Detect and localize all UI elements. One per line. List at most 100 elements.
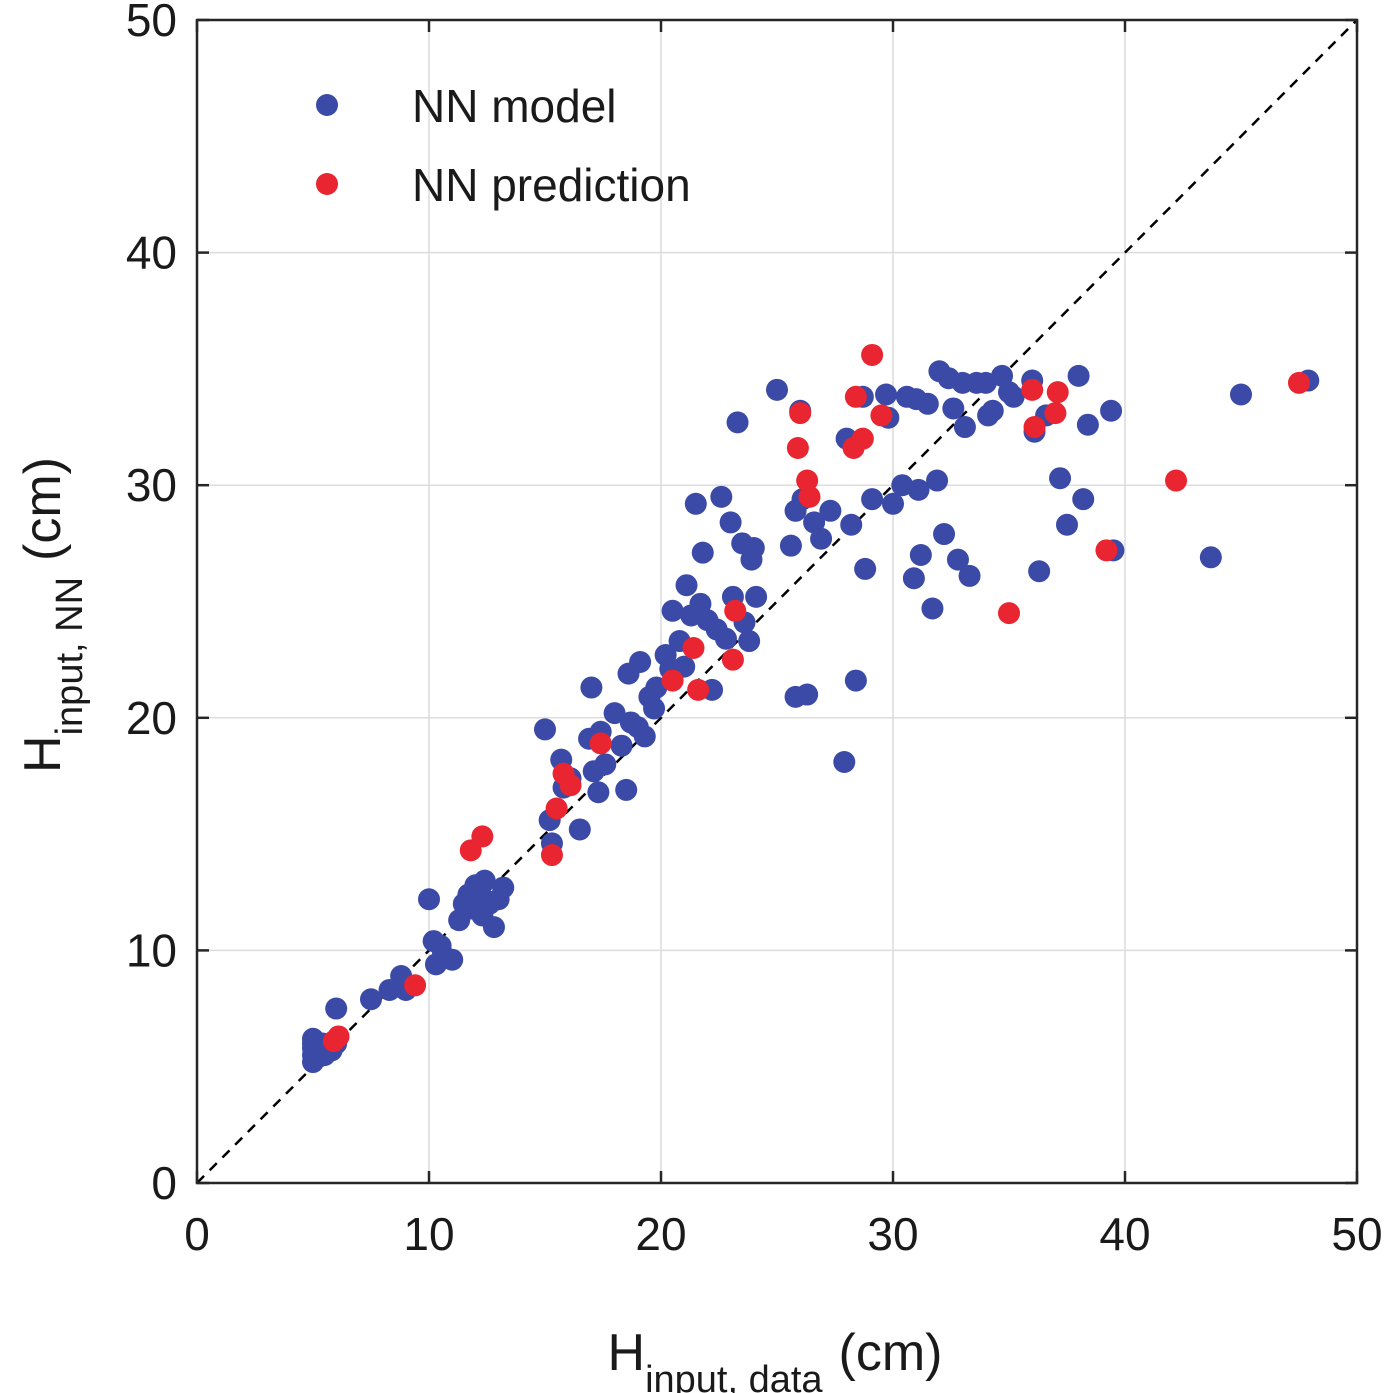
plot-frame (195, 18, 1359, 1185)
point-nn-prediction (661, 669, 684, 692)
point-nn-model (726, 411, 749, 434)
point-nn-model (580, 676, 603, 699)
x-axis-label-subscript: input, data (645, 1359, 823, 1393)
y-tick-label: 30 (126, 459, 177, 511)
point-nn-model (633, 725, 656, 748)
point-nn-model (482, 916, 505, 939)
legend-marker-nn-model (316, 94, 338, 116)
point-nn-model (921, 597, 944, 620)
point-nn-model (902, 567, 925, 590)
legend-label-nn-model: NN model (412, 80, 617, 132)
point-nn-model (916, 392, 939, 415)
x-tick-label: 10 (403, 1208, 454, 1260)
point-nn-prediction (687, 678, 710, 701)
point-nn-model (325, 997, 348, 1020)
legend: NN model NN prediction (316, 80, 691, 211)
point-nn-model (833, 750, 856, 773)
point-nn-model (492, 876, 515, 899)
point-nn-model (926, 469, 949, 492)
point-nn-prediction (1044, 402, 1067, 425)
point-nn-model (441, 948, 464, 971)
x-tick-label: 0 (184, 1208, 210, 1260)
y-tick-label: 40 (126, 227, 177, 279)
point-nn-model (1002, 385, 1025, 408)
point-nn-prediction (471, 825, 494, 848)
point-nn-prediction (798, 485, 821, 508)
point-nn-model (473, 869, 496, 892)
point-nn-model (738, 630, 761, 653)
point-nn-model (745, 585, 768, 608)
point-nn-prediction (1095, 539, 1118, 562)
point-nn-model (766, 378, 788, 401)
point-nn-model (909, 543, 932, 566)
point-nn-model (629, 650, 652, 673)
point-nn-model (933, 523, 956, 546)
point-nn-model (861, 488, 884, 511)
y-tick-label: 10 (126, 924, 177, 976)
point-nn-model (710, 485, 733, 508)
x-tick-label: 50 (1331, 1208, 1382, 1260)
point-nn-model (907, 478, 930, 501)
point-nn-model (1056, 513, 1078, 536)
point-nn-model (1230, 383, 1252, 406)
point-nn-model (610, 734, 633, 757)
point-nn-model (568, 818, 591, 841)
y-tick-labels: 0 10 20 30 40 50 (126, 0, 177, 1209)
point-nn-prediction (540, 844, 563, 867)
point-nn-model (1028, 560, 1051, 583)
point-nn-model (615, 778, 638, 801)
y-tick-label: 50 (126, 0, 177, 46)
point-nn-model (819, 499, 842, 522)
point-nn-model (594, 753, 617, 776)
x-tick-label: 20 (635, 1208, 686, 1260)
point-nn-prediction (1023, 416, 1046, 439)
point-nn-model (796, 683, 819, 706)
point-nn-model (603, 702, 626, 725)
point-nn-prediction (861, 343, 884, 366)
point-nn-model (942, 397, 965, 420)
legend-label-nn-prediction: NN prediction (412, 159, 691, 211)
y-axis-label-subscript: input, NN (49, 577, 91, 735)
point-nn-prediction (851, 427, 874, 450)
point-nn-model (953, 416, 976, 439)
point-nn-model (1199, 546, 1222, 569)
y-axis-label-main: H (14, 735, 72, 773)
point-nn-model (360, 988, 382, 1011)
point-nn-model (946, 548, 969, 571)
x-axis-label-main: H (608, 1324, 646, 1382)
point-nn-model (418, 888, 440, 911)
point-nn-prediction (724, 599, 747, 622)
point-nn-model (875, 383, 898, 406)
point-nn-prediction (589, 732, 612, 755)
point-nn-prediction (1046, 381, 1069, 404)
point-nn-model (661, 599, 684, 622)
point-nn-prediction (796, 469, 819, 492)
point-nn-prediction (1165, 469, 1188, 492)
point-nn-prediction (870, 404, 893, 427)
point-nn-model (534, 718, 556, 741)
point-nn-model (840, 513, 863, 536)
y-tick-label: 20 (126, 692, 177, 744)
point-nn-model (854, 557, 877, 580)
point-nn-prediction (1288, 371, 1310, 394)
point-nn-model (981, 399, 1004, 422)
point-nn-model (691, 541, 714, 564)
point-nn-prediction (559, 774, 582, 797)
x-tick-label: 40 (1099, 1208, 1150, 1260)
point-nn-model (742, 537, 765, 560)
x-axis-label: Hinput, data (cm) (608, 1324, 943, 1393)
point-nn-prediction (1021, 378, 1044, 401)
point-nn-model (587, 781, 610, 804)
point-nn-prediction (545, 797, 568, 820)
point-nn-prediction (786, 436, 809, 459)
x-tick-labels: 0 10 20 30 40 50 (184, 1208, 1382, 1260)
y-tick-label: 0 (151, 1157, 177, 1209)
point-nn-model (1076, 413, 1099, 436)
point-nn-model (714, 627, 737, 650)
legend-marker-nn-prediction (316, 173, 338, 195)
point-nn-prediction (721, 648, 744, 671)
point-nn-model (1072, 488, 1095, 511)
point-nn-model (844, 669, 867, 692)
point-nn-model (810, 527, 833, 550)
axis-ticks (195, 18, 1359, 1185)
